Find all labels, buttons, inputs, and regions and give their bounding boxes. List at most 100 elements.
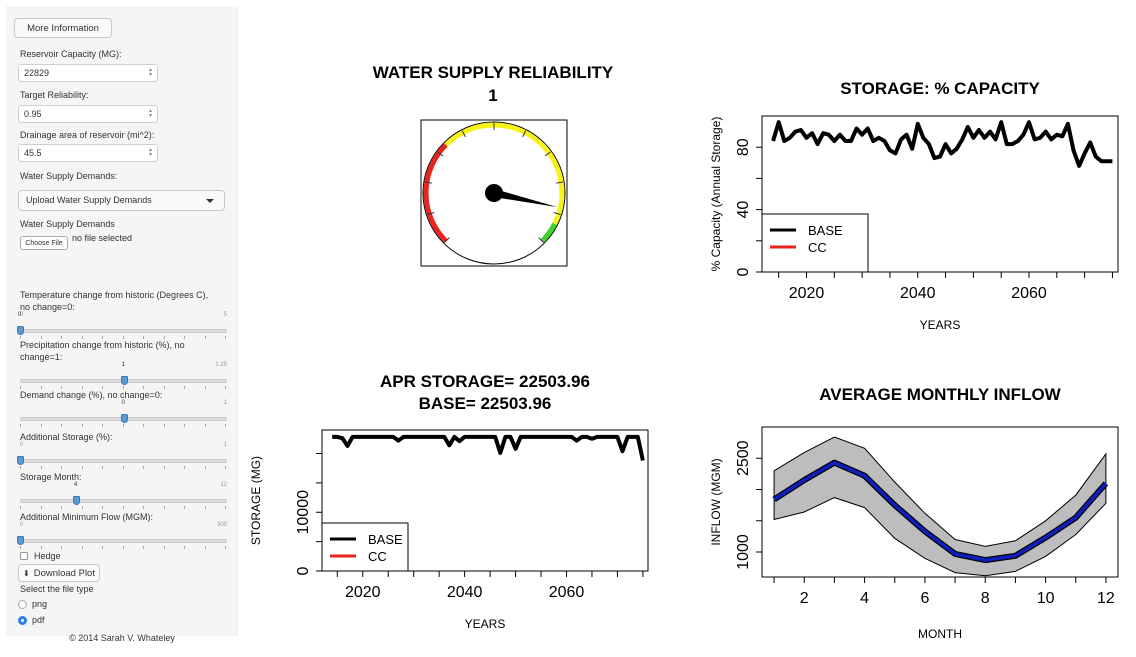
slider-thumb[interactable] [72,496,80,505]
slider-min: 0 [20,522,24,528]
wsd-label: Water Supply Demands: [20,171,118,181]
slider-max: 300 [216,522,227,528]
slider-ticks [20,386,227,390]
hedge-checkbox[interactable] [20,552,28,560]
drainage-area-input[interactable]: 45.5 ▴ ▾ [18,144,158,162]
y-tick-label: 0 [735,267,752,276]
legend-box [321,522,409,572]
x-tick-label: 6 [920,590,929,607]
choose-file-button[interactable]: Choose File [20,236,68,250]
x-tick-label: 2060 [549,584,585,601]
legend-item: BASE [808,223,843,238]
series-line-base [332,434,645,461]
slider-thumb[interactable] [17,536,24,545]
radio-pdf[interactable] [18,616,27,625]
gauge-tick [556,181,564,184]
no-file-text: no file selected [72,233,133,243]
legend-box [761,213,869,273]
x-tick-label: 2 [800,590,809,607]
y-tick-label: 0 [295,566,312,575]
gauge-hub [485,184,503,202]
slider-track[interactable] [20,499,227,503]
reservoir-capacity-input[interactable]: 22829 ▴ ▾ [18,64,158,82]
slider-ticks [20,424,227,428]
gauge-band-yellow [444,122,565,226]
radio-png-label: png [32,599,48,609]
target-reliability-value: 0.95 [24,109,42,119]
slider-thumb[interactable] [120,414,128,423]
slider-ticks [20,546,227,550]
slider-ticks [20,506,227,510]
plot-frame [321,429,649,572]
choose-file-label: Choose File [25,239,63,247]
slider-min: 0 [20,312,24,318]
chart-subtitle: BASE= 22503.96 [419,394,552,413]
slider[interactable]: 0 300 [17,522,227,553]
apr-storage-chart: APR STORAGE= 22503.96 BASE= 22503.96 2020 2… [249,372,649,631]
series-line-base [771,120,1113,168]
slider-max: 1 [223,400,227,406]
slider-track[interactable] [20,539,227,543]
gauge-dial [422,121,566,265]
stepper-icon[interactable]: ▴ ▾ [148,67,152,78]
gauge-tick [427,211,435,216]
stepper-icon[interactable]: ▴ ▾ [148,108,152,119]
stepper-icon[interactable]: ▴ ▾ [148,147,152,158]
drainage-area-label: Drainage area of reservoir (mi^2): [20,130,155,140]
x-tick-label: 2020 [345,584,381,601]
hedge-label: Hedge [34,551,61,561]
target-reliability-input[interactable]: 0.95 ▴ ▾ [18,105,158,123]
y-axis-label: INFLOW (MGM) [709,458,723,545]
target-reliability-label: Target Reliability: [20,90,89,100]
slider[interactable]: 12 4 [20,482,227,513]
slider-max: 5 [223,312,227,318]
slider[interactable]: 1.25 1 [20,362,227,393]
gauge-band-red [423,143,448,243]
slider-track[interactable] [20,459,227,463]
slider-thumb[interactable] [17,456,24,465]
storage-capacity-chart: STORAGE: % CAPACITY 2020 2040 2060 0 40 80 YEAR… [709,79,1119,332]
file-type-label: Select the file type [20,584,94,594]
legend-item: BASE [368,532,403,547]
more-information-button[interactable]: More Information [14,18,112,38]
slider-track[interactable] [20,329,227,333]
y-axis-label: % Capacity (Annual Storage) [709,117,723,272]
y-tick-label: 80 [735,138,752,156]
x-tick-label: 10 [1037,590,1055,607]
x-tick-label: 4 [860,590,869,607]
gauge-tick [437,151,444,157]
gauge-panel: WATER SUPPLY RELIABILITY 1 [373,63,614,267]
gauge-tick [538,237,544,243]
slider-max: 12 [220,482,227,488]
legend-item: CC [808,240,827,255]
slider-thumb[interactable] [17,326,24,335]
x-tick-label: 8 [981,590,990,607]
x-tick-label: 2020 [789,285,825,302]
slider-thumb[interactable] [120,376,128,385]
slider-label: Demand change (%), no change=0: [20,390,163,400]
wsd-select[interactable]: Upload Water Supply Demands [18,190,225,211]
x-tick-label: 12 [1097,590,1115,607]
inflow-mean-line [773,460,1108,562]
x-axis-label: YEARS [465,617,506,631]
inflow-range-band [773,436,1107,577]
gauge-needle [493,189,558,208]
download-plot-label: Download Plot [33,567,95,579]
copyright: © 2014 Sarah V. Whateley [69,633,175,643]
legend-item: CC [368,549,387,564]
chart-title: AVERAGE MONTHLY INFLOW [819,385,1061,404]
slider-ticks [20,336,227,340]
slider-label: Storage Month: [20,472,82,482]
x-axis-label: MONTH [918,627,962,641]
slider-label: Precipitation change from historic (%), … [20,340,185,362]
plot-frame [761,115,1119,273]
radio-png[interactable] [18,600,27,609]
caret-down-icon [206,199,214,203]
x-tick-label: 2040 [900,285,936,302]
y-tick-label: 40 [735,201,752,219]
download-plot-button[interactable]: ⬇ Download Plot [18,564,100,582]
y-tick-label: 2500 [735,440,752,476]
